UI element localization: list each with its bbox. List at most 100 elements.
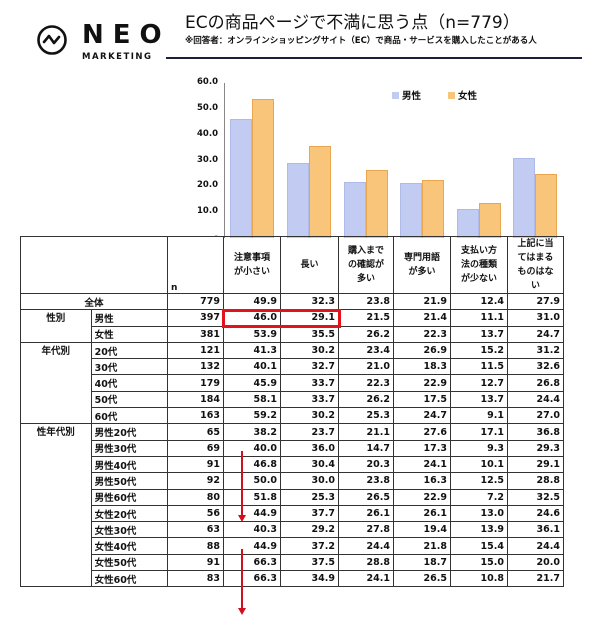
row-n: 91: [167, 553, 224, 572]
cell-value: 22.9: [393, 488, 451, 506]
cell-value: 10.8: [450, 570, 508, 588]
cell-value: 32.5: [507, 488, 564, 506]
cell-value: 24.7: [393, 407, 451, 425]
column-header-line: 支払い方: [460, 246, 497, 256]
table-row: 女性60代 83 66.3 34.9 24.1 26.5 10.8 21.7: [21, 570, 564, 588]
table-row: 女性20代 56 44.9 37.7 26.1 26.1 13.0 24.6: [21, 504, 564, 523]
row-n: 56: [167, 504, 224, 523]
cell-value: 46.8: [223, 455, 281, 474]
row-n: 121: [167, 341, 224, 360]
row-label: 50代: [90, 390, 169, 409]
cell-value: 24.4: [338, 537, 394, 555]
cell-value: 36.8: [507, 423, 564, 441]
cell-value: 51.8: [223, 488, 281, 506]
column-header-line: が小さい: [233, 267, 270, 277]
cell-value: 49.9: [223, 292, 281, 311]
row-label: 男性: [90, 309, 169, 327]
y-axis-line: [224, 83, 225, 238]
cell-value: 23.4: [338, 341, 394, 360]
column-header-line: ものはな: [517, 267, 554, 277]
row-label: 女性30代: [90, 521, 169, 539]
cell-value: 13.0: [450, 504, 508, 523]
cell-value: 44.9: [223, 537, 281, 555]
cell-value: 12.5: [450, 472, 508, 490]
cell-value: 22.3: [338, 374, 394, 392]
table-row: 男性40代 91 46.8 30.4 20.3 24.1 10.1 29.1: [21, 455, 564, 474]
cell-value: 40.3: [223, 521, 281, 539]
bar-female: [251, 98, 274, 238]
table-row: 男性30代 69 40.0 36.0 14.7 17.3 9.3 29.3: [21, 439, 564, 457]
legend-female-swatch-icon: [448, 91, 455, 99]
column-header-line: い: [530, 281, 540, 291]
row-n: 163: [167, 407, 224, 425]
column-header: 注意事項 が小さい: [223, 236, 281, 294]
table-row: 性年代別 男性20代 65 38.2 23.7 21.1 27.6 17.1 36.8: [20, 423, 564, 588]
cell-value: 36.1: [507, 521, 564, 539]
bar-female: [365, 170, 388, 238]
row-label: 男性20代: [90, 423, 169, 441]
bar-male: [399, 182, 422, 238]
cell-value: 9.3: [450, 439, 508, 457]
bar-female: [535, 174, 557, 238]
bar-male: [229, 119, 252, 238]
y-tick-label: 10.0: [197, 206, 218, 217]
row-n: 65: [167, 423, 224, 441]
row-n: 397: [167, 309, 224, 327]
cell-value: 21.5: [338, 309, 394, 327]
cell-value: 40.1: [223, 358, 281, 376]
cell-value: 14.7: [338, 439, 394, 457]
bar-female: [478, 202, 501, 238]
cell-value: 34.9: [280, 570, 339, 588]
column-header-line: 法の種類: [460, 260, 497, 270]
row-label: 男性40代: [90, 455, 169, 474]
bar-male: [343, 182, 366, 238]
cell-value: 66.3: [223, 553, 281, 572]
cell-value: 24.4: [507, 390, 564, 409]
cell-value: 10.1: [450, 455, 508, 474]
trend-arrow-female-icon: [238, 549, 246, 615]
table-row: 女性40代 88 44.9 37.2 24.4 21.8 15.4 24.4: [21, 537, 564, 555]
cell-value: 17.1: [450, 423, 508, 441]
row-n: 83: [167, 570, 224, 588]
row-label: 30代: [90, 358, 169, 376]
cell-value: 29.2: [280, 521, 339, 539]
table-row: 全体 779 49.9 32.3 23.8 21.9 12.4 27.9: [20, 292, 564, 311]
row-n: 92: [167, 472, 224, 490]
cell-value: 26.9: [393, 341, 451, 360]
cell-value: 66.3: [223, 570, 281, 588]
cell-value: 50.0: [223, 472, 281, 490]
cell-value: 13.7: [450, 390, 508, 409]
cell-value: 11.5: [450, 358, 508, 376]
logo-circle-icon: [37, 25, 67, 55]
page-subtitle: ※回答者：オンラインショッピングサイト（EC）で商品・サービスを購入したことがあ…: [185, 36, 537, 46]
table-row: 年代別 20代 121 41.3 30.2 23.4 26.9 15.2 31.2: [20, 341, 564, 425]
cell-value: 33.7: [280, 390, 339, 409]
cell-value: 24.1: [393, 455, 451, 474]
cell-value: 28.8: [338, 553, 394, 572]
title-divider: [166, 57, 582, 59]
cell-value: 21.1: [338, 423, 394, 441]
y-tick-label: 30.0: [197, 154, 218, 165]
cell-value: 13.7: [450, 325, 508, 343]
row-n: 88: [167, 537, 224, 555]
row-label: 女性60代: [90, 570, 169, 588]
cell-value: 17.5: [393, 390, 451, 409]
bar-male: [287, 162, 309, 238]
bar-male: [513, 157, 535, 238]
cell-value: 25.3: [280, 488, 339, 506]
table-row: 50代 184 58.1 33.7 26.2 17.5 13.7 24.4: [21, 390, 564, 409]
row-n: 69: [167, 439, 224, 457]
group-label: 性年代別: [20, 423, 92, 588]
row-label: 60代: [90, 407, 169, 425]
cell-value: 23.7: [280, 423, 339, 441]
cell-value: 30.4: [280, 455, 339, 474]
cell-value: 27.9: [507, 292, 564, 311]
row-n: 184: [167, 390, 224, 409]
column-header-line: てはまる: [517, 253, 554, 263]
cell-value: 18.7: [393, 553, 451, 572]
row-label: 女性50代: [90, 553, 169, 572]
y-tick-label: 60.0: [197, 77, 218, 87]
row-label: 40代: [90, 374, 169, 392]
cell-value: 40.0: [223, 439, 281, 457]
row-label: 男性60代: [90, 488, 169, 506]
